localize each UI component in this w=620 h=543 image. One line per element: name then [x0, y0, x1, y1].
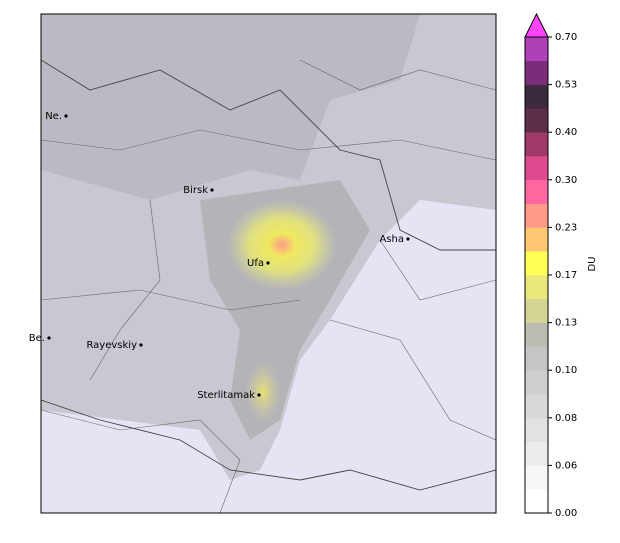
city-label: Rayevskiy — [86, 340, 137, 351]
colorbar-extend — [524, 12, 549, 38]
colorbar-tick-label: 0.23 — [555, 222, 577, 233]
colorbar-band — [525, 132, 548, 157]
colorbar-band — [525, 60, 548, 85]
colorbar-band — [525, 394, 548, 419]
city-marker — [139, 343, 143, 347]
city-marker — [210, 188, 214, 192]
city-label: Ufa — [247, 258, 264, 269]
city-label: Birsk — [183, 185, 208, 196]
map-frame — [40, 13, 497, 514]
colorbar-band — [525, 203, 548, 228]
colorbar-band — [525, 275, 548, 300]
colorbar-band — [525, 465, 548, 490]
colorbar-band — [525, 227, 548, 252]
city-label: Ne. — [45, 111, 62, 122]
colorbar-label: DU — [587, 256, 598, 271]
colorbar-tick-label: 0.10 — [555, 365, 577, 376]
colorbar-band — [525, 156, 548, 181]
colorbar-band — [525, 179, 548, 204]
colorbar-band — [525, 251, 548, 276]
city-marker — [257, 393, 261, 397]
colorbar-band — [525, 489, 548, 514]
city-marker — [266, 261, 270, 265]
city-label: Asha — [379, 234, 404, 245]
city-layer: Ne. Birsk Asha Ufa Be. Rayevskiy Sterlitamak — [29, 111, 410, 401]
colorbar: 0.00 0.06 0.08 0.10 0.13 0.17 0.23 0.30 0.40 0.53… — [524, 12, 577, 519]
colorbar-band — [525, 322, 548, 347]
map-area — [41, 14, 496, 513]
colorbar-band — [525, 346, 548, 371]
city-label: Sterlitamak — [197, 390, 255, 401]
colorbar-band — [525, 370, 548, 395]
city-marker — [64, 114, 68, 118]
colorbar-tick-label: 0.40 — [555, 127, 577, 138]
colorbar-tick-label: 0.08 — [555, 413, 577, 424]
colorbar-tick-label: 0.06 — [555, 460, 577, 471]
colorbar-tick-label: 0.70 — [555, 32, 577, 43]
colorbar-tick-label: 0.53 — [555, 80, 577, 91]
city-label: Be. — [29, 333, 45, 344]
colorbar-band — [525, 84, 548, 109]
colorbar-band — [525, 441, 548, 466]
colorbar-band — [525, 108, 548, 133]
colorbar-tick-label: 0.17 — [555, 270, 577, 281]
city-marker — [47, 336, 51, 340]
colorbar-band — [525, 417, 548, 442]
colorbar-tick-label: 0.13 — [555, 318, 577, 329]
colorbar-tick-label: 0.00 — [555, 508, 577, 519]
city-marker — [406, 237, 410, 241]
colorbar-band — [525, 298, 548, 323]
colorbar-tick-label: 0.30 — [555, 175, 577, 186]
colorbar-band — [525, 37, 548, 62]
